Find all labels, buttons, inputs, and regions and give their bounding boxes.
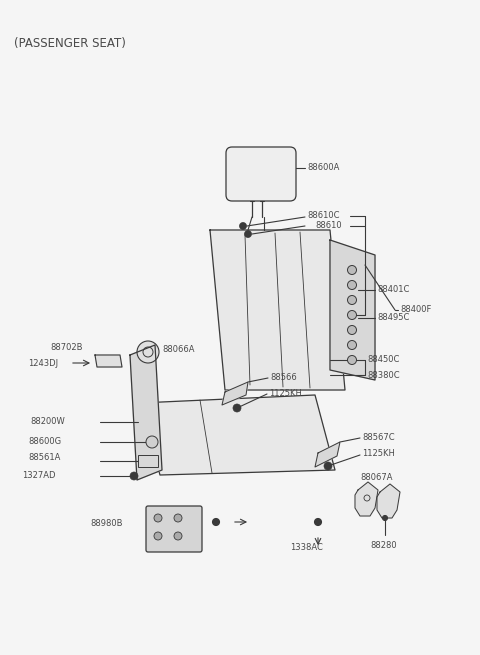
- Circle shape: [174, 514, 182, 522]
- Text: 88610: 88610: [315, 221, 342, 231]
- Text: 88600G: 88600G: [28, 438, 61, 447]
- Text: 88066A: 88066A: [162, 345, 194, 354]
- Circle shape: [348, 280, 357, 290]
- Circle shape: [154, 532, 162, 540]
- Polygon shape: [355, 482, 378, 516]
- Circle shape: [174, 532, 182, 540]
- Polygon shape: [210, 230, 345, 390]
- Text: 88495C: 88495C: [377, 314, 409, 322]
- Text: 1125KH: 1125KH: [269, 388, 302, 398]
- Circle shape: [348, 265, 357, 274]
- Text: 88450C: 88450C: [367, 356, 399, 364]
- Text: 88567C: 88567C: [362, 432, 395, 441]
- Text: 88566: 88566: [270, 373, 297, 381]
- Circle shape: [383, 515, 387, 521]
- FancyBboxPatch shape: [226, 147, 296, 201]
- Bar: [138, 455, 158, 467]
- Circle shape: [348, 295, 357, 305]
- Text: 88702B: 88702B: [50, 343, 83, 352]
- Text: 88067A: 88067A: [360, 474, 393, 483]
- FancyBboxPatch shape: [146, 506, 202, 552]
- Text: 1338AC: 1338AC: [290, 544, 323, 553]
- Circle shape: [213, 519, 219, 525]
- Circle shape: [244, 231, 252, 238]
- Polygon shape: [330, 240, 375, 380]
- Circle shape: [240, 223, 247, 229]
- Polygon shape: [95, 355, 122, 367]
- Circle shape: [324, 462, 332, 470]
- Text: 88200W: 88200W: [30, 417, 65, 426]
- Polygon shape: [130, 345, 162, 480]
- Text: 1243DJ: 1243DJ: [28, 358, 58, 367]
- Text: 88401C: 88401C: [377, 286, 409, 295]
- Polygon shape: [377, 484, 400, 518]
- Text: 88280: 88280: [370, 540, 396, 550]
- Circle shape: [130, 472, 138, 480]
- Text: 88400F: 88400F: [400, 305, 432, 314]
- Polygon shape: [222, 382, 248, 405]
- Text: 88600A: 88600A: [307, 164, 339, 172]
- Circle shape: [348, 326, 357, 335]
- Circle shape: [348, 310, 357, 320]
- Circle shape: [146, 436, 158, 448]
- Polygon shape: [140, 395, 335, 475]
- Text: 88610C: 88610C: [307, 212, 339, 221]
- Text: 88980B: 88980B: [90, 519, 122, 527]
- Text: 88561A: 88561A: [28, 453, 60, 462]
- Text: 1125KH: 1125KH: [362, 449, 395, 458]
- Circle shape: [154, 514, 162, 522]
- Text: 88132: 88132: [163, 512, 190, 521]
- Text: 1327AD: 1327AD: [22, 472, 56, 481]
- Text: 88380C: 88380C: [367, 371, 400, 379]
- Text: (PASSENGER SEAT): (PASSENGER SEAT): [14, 37, 126, 50]
- Circle shape: [233, 404, 241, 412]
- Circle shape: [348, 341, 357, 350]
- Circle shape: [137, 341, 159, 363]
- Circle shape: [314, 519, 322, 525]
- Polygon shape: [315, 442, 340, 467]
- Circle shape: [348, 356, 357, 364]
